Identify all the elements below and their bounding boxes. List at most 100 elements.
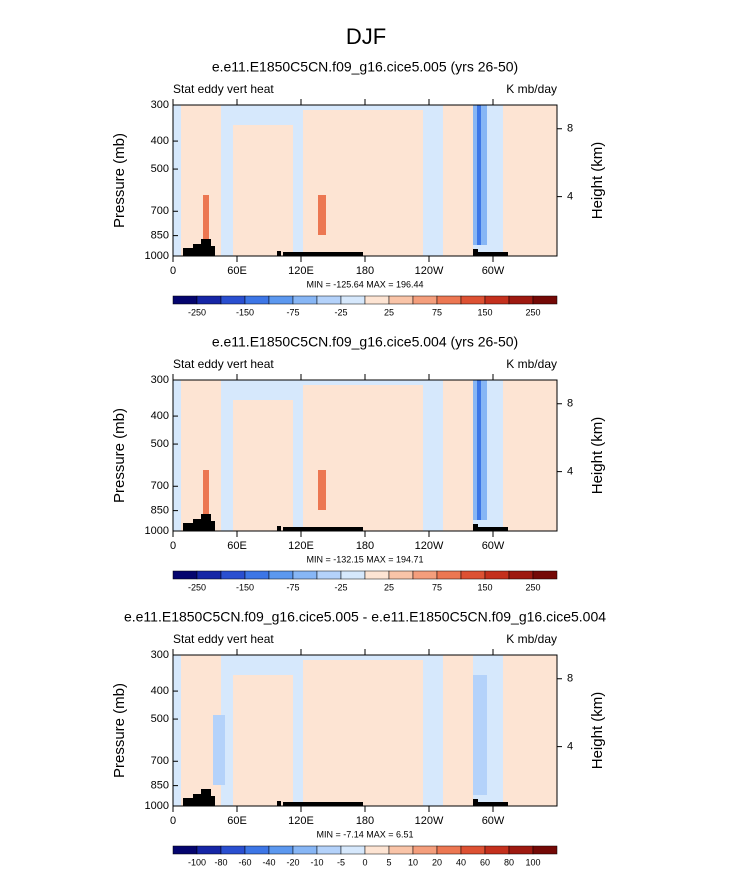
colorbar-box — [220, 845, 246, 855]
colorbar-label: -75 — [286, 307, 299, 317]
colorbar-label: -80 — [214, 857, 227, 867]
colorbar-label: 40 — [456, 857, 466, 867]
x-tick-label: 0 — [170, 815, 176, 827]
y-tick-label: 1000 — [145, 250, 169, 262]
colorbar-box — [196, 295, 222, 305]
topography — [201, 239, 211, 256]
field-shading — [203, 470, 209, 525]
y-tick-label: 850 — [151, 780, 169, 792]
right-label: K mb/day — [506, 632, 557, 646]
topography — [473, 249, 478, 256]
field-shading — [503, 380, 557, 531]
y2-axis-label: Height (km) — [589, 142, 606, 220]
x-tick-label: 60E — [227, 815, 247, 827]
field-shading — [203, 195, 209, 250]
colorbar-box — [436, 295, 462, 305]
field-shading — [213, 715, 225, 785]
panel-title: e.e11.E1850C5CN.f09_g16.cice5.005 (yrs 2… — [212, 59, 518, 75]
field-shading — [181, 380, 221, 531]
y2-tick-label: 8 — [567, 123, 573, 135]
y-axis-label: Pressure (mb) — [111, 133, 128, 228]
colorbar-label: 150 — [477, 582, 492, 592]
x-tick-label: 60W — [482, 540, 505, 552]
colorbar-label: -20 — [286, 857, 299, 867]
colorbar-label: -250 — [188, 307, 206, 317]
left-label: Stat eddy vert heat — [173, 632, 274, 646]
colorbar-label: -150 — [236, 307, 254, 317]
topography — [277, 251, 281, 256]
colorbar-box — [460, 845, 486, 855]
field-shading — [181, 105, 221, 256]
colorbar-box — [172, 570, 198, 580]
stats-label: MIN = -7.14 MAX = 6.51 — [316, 829, 413, 839]
stats-label: MIN = -125.64 MAX = 196.44 — [306, 279, 423, 289]
field-shading — [233, 675, 293, 806]
topography — [473, 524, 478, 531]
field-shading — [303, 660, 423, 806]
y-tick-label: 850 — [151, 230, 169, 242]
colorbar-label: 20 — [432, 857, 442, 867]
y2-axis-label: Height (km) — [589, 692, 606, 770]
colorbar-box — [268, 570, 294, 580]
left-label: Stat eddy vert heat — [173, 82, 274, 96]
panel-title: e.e11.E1850C5CN.f09_g16.cice5.005 - e.e1… — [124, 609, 606, 625]
x-tick-label: 0 — [170, 540, 176, 552]
colorbar-box — [388, 295, 414, 305]
colorbar-label: 80 — [504, 857, 514, 867]
topography — [478, 802, 508, 806]
y2-tick-label: 8 — [567, 398, 573, 410]
colorbar-box — [316, 845, 342, 855]
colorbar-box — [484, 295, 510, 305]
colorbar-box — [484, 845, 510, 855]
colorbar-box — [172, 845, 198, 855]
colorbar-box — [340, 845, 366, 855]
y-tick-label: 500 — [151, 713, 169, 725]
y-tick-label: 700 — [151, 205, 169, 217]
colorbar-label: -75 — [286, 582, 299, 592]
field-shading — [233, 400, 293, 531]
topography — [473, 799, 478, 806]
colorbar-box — [460, 570, 486, 580]
topography — [209, 246, 215, 256]
x-tick-label: 120W — [415, 815, 444, 827]
colorbar-label: -25 — [334, 307, 347, 317]
colorbar-box — [388, 845, 414, 855]
colorbar-box — [412, 845, 438, 855]
y2-tick-label: 4 — [567, 191, 573, 203]
x-tick-label: 180 — [356, 540, 374, 552]
colorbar-box — [268, 845, 294, 855]
colorbar-box — [388, 570, 414, 580]
field-shading — [473, 675, 487, 795]
colorbar-box — [316, 295, 342, 305]
x-tick-label: 60E — [227, 265, 247, 277]
field-shading — [477, 380, 481, 520]
colorbar-label: -100 — [188, 857, 206, 867]
y-tick-label: 300 — [151, 374, 169, 386]
colorbar-label: -25 — [334, 582, 347, 592]
colorbar-box — [532, 570, 558, 580]
colorbar-box — [172, 295, 198, 305]
colorbar-label: 75 — [432, 582, 442, 592]
stats-label: MIN = -132.15 MAX = 194.71 — [306, 554, 423, 564]
colorbar-box — [508, 570, 534, 580]
y-tick-label: 700 — [151, 755, 169, 767]
y-tick-label: 500 — [151, 163, 169, 175]
field-shading — [318, 470, 326, 510]
topography — [283, 802, 363, 806]
colorbar-box — [412, 570, 438, 580]
colorbar-box — [316, 570, 342, 580]
topography — [277, 801, 281, 806]
field-shading — [503, 105, 557, 256]
y-tick-label: 300 — [151, 99, 169, 111]
colorbar-label: -150 — [236, 582, 254, 592]
colorbar-box — [340, 570, 366, 580]
field-shading — [443, 105, 473, 256]
y-tick-label: 1000 — [145, 525, 169, 537]
colorbar-box — [532, 295, 558, 305]
colorbar-box — [196, 570, 222, 580]
colorbar-box — [460, 295, 486, 305]
x-tick-label: 0 — [170, 265, 176, 277]
colorbar-label: 10 — [408, 857, 418, 867]
left-label: Stat eddy vert heat — [173, 357, 274, 371]
